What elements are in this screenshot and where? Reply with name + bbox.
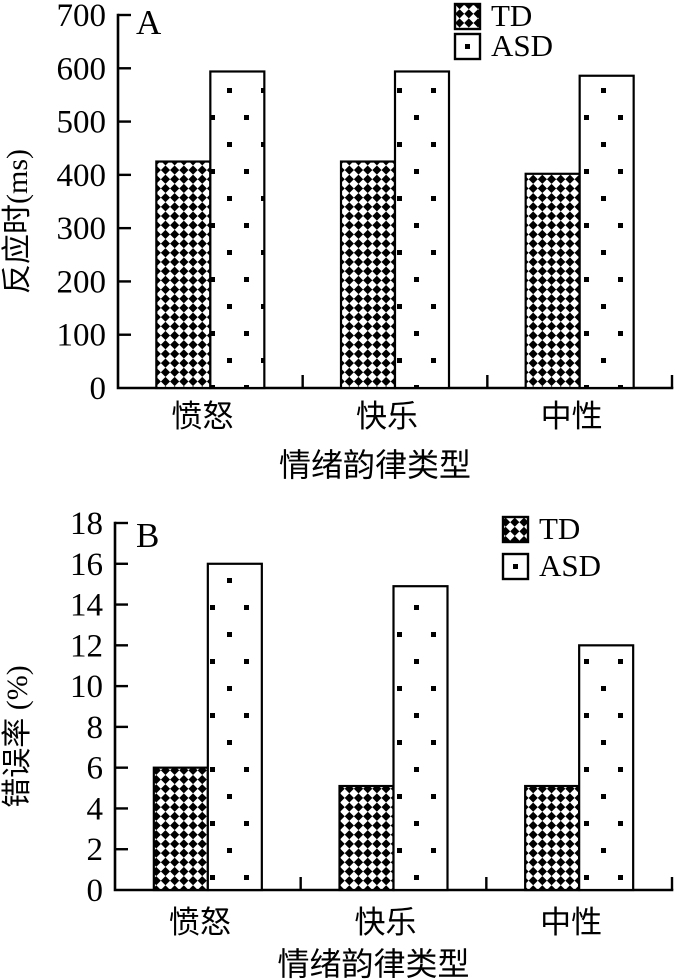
- y-tick-label: 12: [70, 628, 103, 664]
- bar-TD-中性: [524, 784, 581, 892]
- legend-label: TD: [491, 0, 532, 33]
- y-axis: 0 2 4 6 8 10 12 14 16 18: [70, 506, 128, 909]
- y-tick-label: 6: [87, 751, 104, 787]
- bar-ASD-中性: [578, 644, 635, 892]
- legend-swatch-dot: [465, 44, 470, 49]
- legend-swatch-checker: [501, 515, 530, 544]
- y-tick-label: 16: [70, 547, 103, 583]
- legend-item-TD: TD: [501, 511, 580, 546]
- y-tick-label: 18: [70, 506, 103, 542]
- bar-ASD-快乐: [393, 70, 451, 390]
- bar-ASD-愤怒: [209, 70, 266, 390]
- y-tick-label: 200: [57, 264, 107, 300]
- bar-TD-快乐: [338, 784, 395, 892]
- legend-label: ASD: [539, 548, 601, 583]
- bar-TD-愤怒: [155, 160, 212, 390]
- y-tick-label: 500: [57, 105, 107, 141]
- x-axis: 愤怒 快乐 中性: [169, 877, 674, 940]
- y-tick-label: 2: [87, 832, 104, 868]
- x-axis-title: 情绪韵律类型: [279, 447, 471, 483]
- y-tick-label: 8: [87, 710, 104, 746]
- legend-item-ASD: ASD: [501, 548, 601, 583]
- x-category-label: 愤怒: [169, 905, 231, 940]
- y-tick-label: 0: [87, 873, 104, 909]
- legend-label: ASD: [491, 28, 553, 63]
- y-axis-title: 反应时(ms): [1, 149, 34, 294]
- y-tick-label: 0: [90, 371, 107, 407]
- y-tick-label: 4: [87, 791, 104, 827]
- legend-item-TD: TD: [453, 0, 532, 33]
- panel-label: B: [136, 516, 159, 555]
- y-tick-label: 14: [70, 588, 103, 624]
- y-tick-label: 10: [70, 669, 103, 705]
- y-tick-label: 300: [57, 211, 107, 247]
- x-category-label: 愤怒: [171, 399, 233, 434]
- legend-label: TD: [539, 511, 580, 546]
- bar-ASD-中性: [578, 74, 635, 390]
- legend-swatch-dot: [513, 564, 518, 569]
- y-tick-label: 700: [57, 0, 107, 34]
- x-category-label: 快乐: [356, 399, 418, 434]
- chart-panel-a: 0 100 200 300 400 500 600 700 愤怒 快乐 中性情绪韵律类型 反应时(ms…: [1, 0, 674, 483]
- y-axis: 0 100 200 300 400 500 600 700: [57, 0, 131, 407]
- x-axis: 愤怒 快乐 中性: [171, 375, 674, 434]
- x-axis-title: 情绪韵律类型: [277, 946, 469, 980]
- bar-TD-快乐: [339, 160, 397, 390]
- x-category-label: 中性: [541, 399, 603, 434]
- y-tick-label: 600: [57, 51, 107, 87]
- bar-ASD-愤怒: [206, 562, 263, 892]
- chart-panel-b: 0 2 4 6 8 10 12 14 16 18 愤怒 快乐 中性情绪韵律类型 错误率 (%) B TD ASD: [0, 490, 700, 980]
- x-category-label: 快乐: [355, 905, 417, 940]
- y-tick-label: 100: [57, 318, 107, 354]
- legend-swatch-dots: [501, 552, 530, 581]
- x-category-label: 中性: [540, 905, 602, 940]
- y-tick-label: 400: [57, 158, 107, 194]
- y-axis-title: 错误率 (%): [1, 665, 34, 807]
- bar-TD-中性: [524, 172, 581, 390]
- legend-item-ASD: ASD: [453, 28, 553, 63]
- panel-label: A: [136, 3, 162, 42]
- bars: [152, 562, 635, 892]
- bar-TD-愤怒: [152, 766, 209, 892]
- bars: [155, 70, 635, 390]
- legend-swatch-checker: [453, 2, 482, 31]
- bar-ASD-快乐: [392, 585, 449, 892]
